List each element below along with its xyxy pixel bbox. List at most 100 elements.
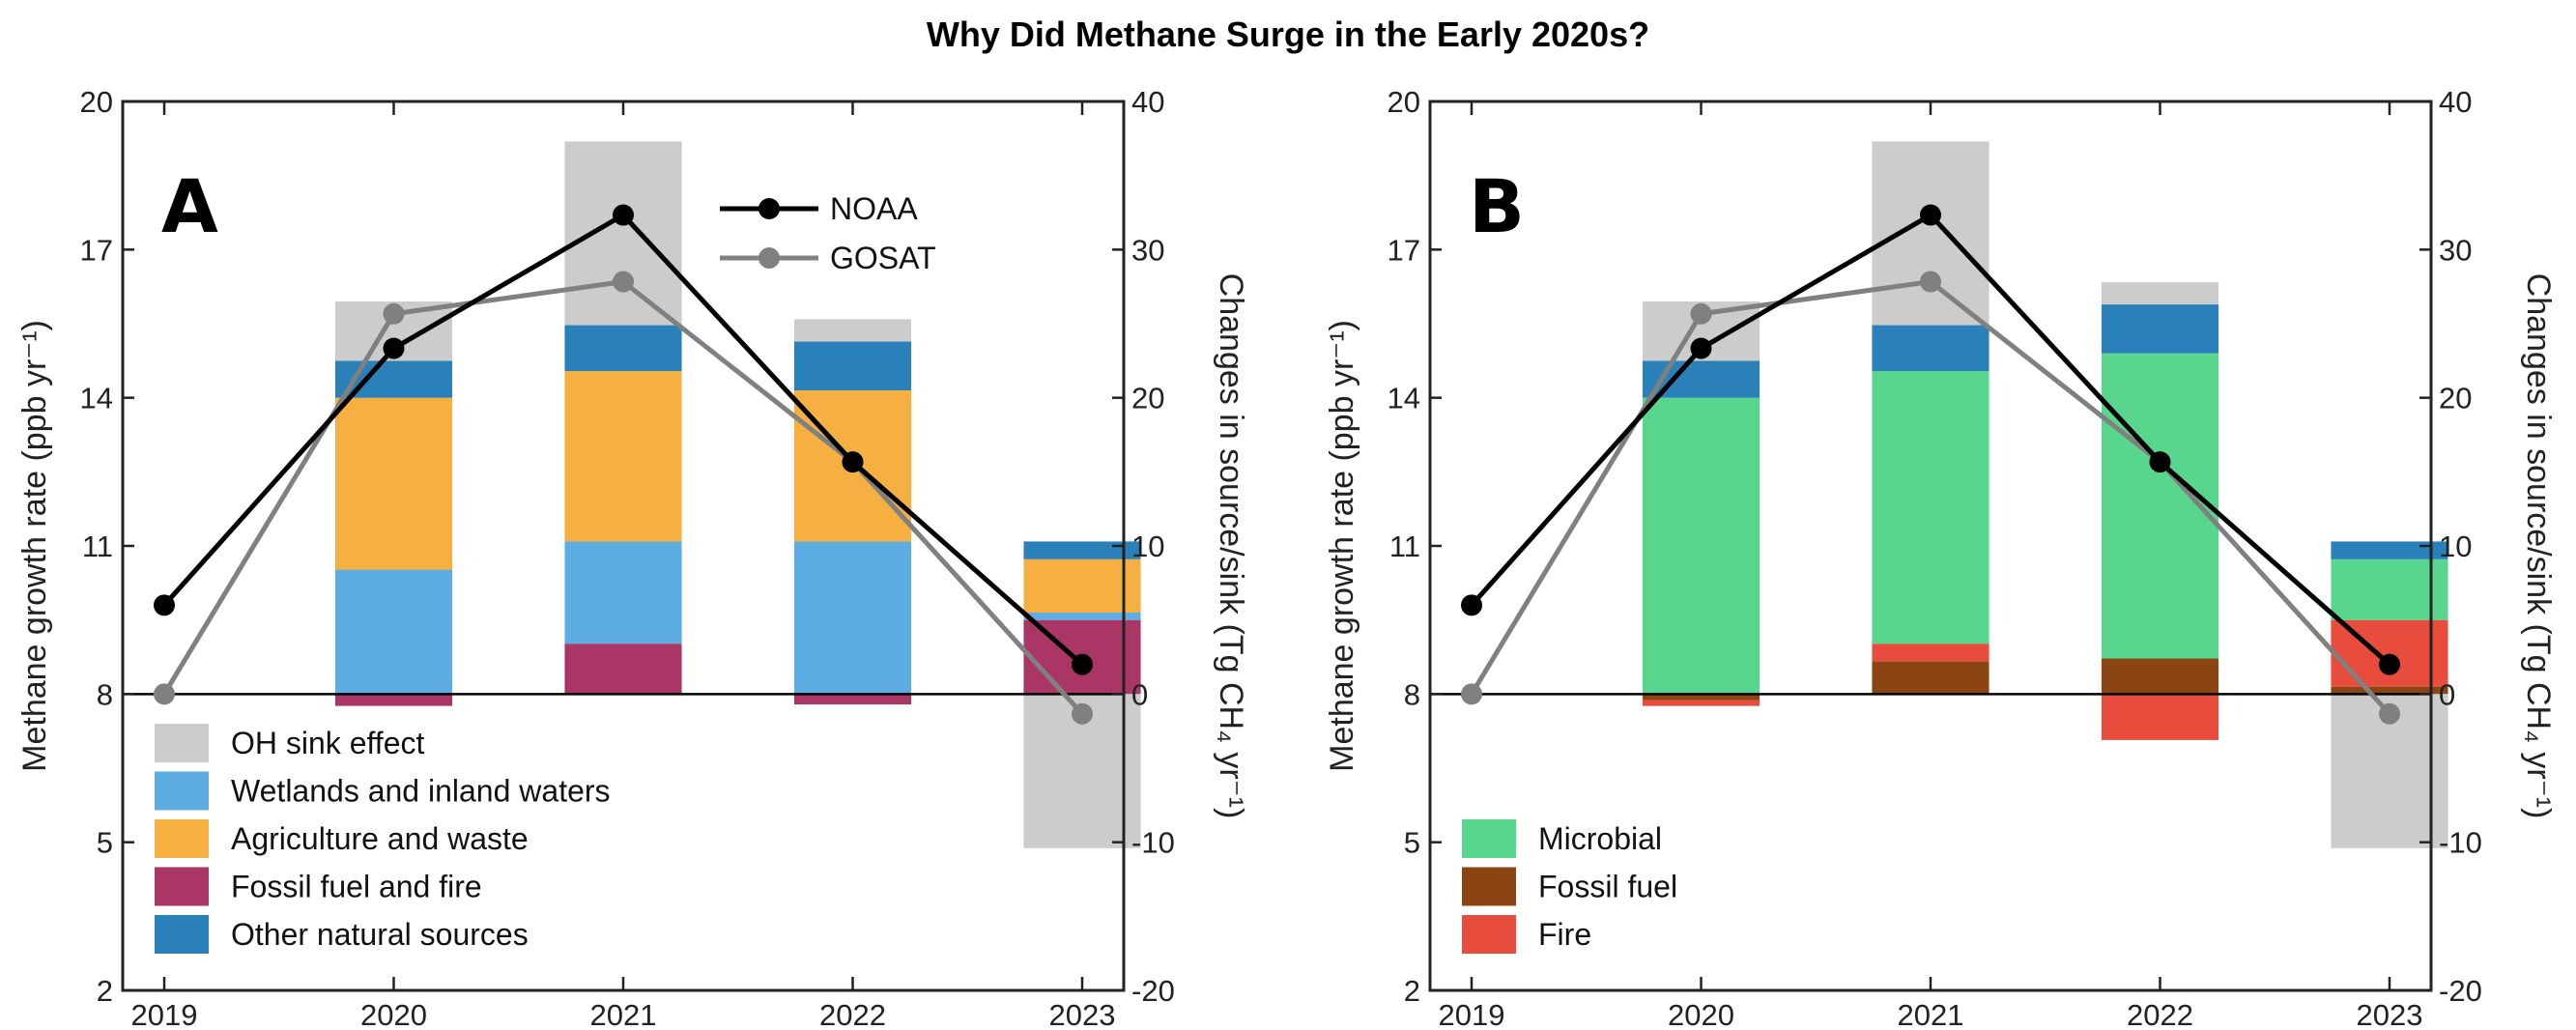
legend-label-other-natural-sources: Other natural sources [231, 917, 529, 952]
point-noaa-2021 [1920, 204, 1941, 226]
y-left-tick-label: 11 [1389, 529, 1420, 563]
y-right-tick-label: -10 [1131, 826, 1175, 860]
x-tick-label: 2019 [131, 998, 198, 1030]
point-gosat-2019 [154, 683, 175, 705]
legend-label-wetlands-and-inland-waters: Wetlands and inland waters [231, 774, 611, 809]
bar-wetlands-and-inland-waters-2022 [793, 541, 912, 695]
y-left-tick-label: 20 [80, 85, 113, 119]
legend-label-fossil-fuel: Fossil fuel [1538, 870, 1677, 904]
x-tick-label: 2022 [2127, 998, 2193, 1030]
y-right-tick-label: 40 [2439, 85, 2472, 119]
x-tick-label: 2023 [2357, 998, 2423, 1030]
x-tick-label: 2022 [819, 998, 886, 1030]
bar-agriculture-and-waste-2020 [334, 397, 453, 570]
bar-other-natural-sources-2023 [1023, 541, 1141, 559]
legend-label-fire: Fire [1538, 917, 1591, 952]
y-left-tick-label: 5 [97, 826, 113, 860]
bar-other-2021 [1872, 325, 1989, 372]
y-right-tick-label: 10 [1131, 529, 1164, 563]
y-left-tick-label: 8 [97, 677, 113, 711]
y-left-tick-label: 8 [1404, 677, 1420, 711]
y-left-tick-label: 14 [1388, 382, 1420, 415]
y-right-tick-label: 20 [2439, 382, 2472, 415]
x-tick-label: 2019 [1439, 998, 1505, 1030]
point-noaa-2020 [383, 337, 405, 359]
legend-label-gosat: GOSAT [830, 241, 936, 275]
panel-label: B [1469, 163, 1525, 249]
y-right-tick-label: 40 [1131, 85, 1164, 119]
y-left-tick-label: 17 [1388, 233, 1420, 267]
panel-a: 2019 2020 2021 2022 2023 2 5 8 11 14 17 20 -20 -10 0 10… [16, 85, 1249, 1030]
y-right-tick-label: -20 [2439, 974, 2482, 1008]
point-noaa-2019 [154, 594, 175, 616]
y-left-tick-label: 5 [1404, 826, 1420, 860]
bar-fossil-fuel-2022 [2101, 658, 2219, 695]
y-right-tick-label: 30 [2439, 233, 2472, 267]
y-right-tick-label: 10 [2439, 529, 2472, 563]
legend-marker-noaa [758, 198, 780, 219]
bar-agriculture-and-waste-2023 [1023, 558, 1141, 613]
x-tick-label: 2023 [1049, 998, 1116, 1030]
y-left-axis-label: Methane growth rate (ppb yr⁻¹) [16, 320, 53, 772]
bar-oh-sink-effect-2022 [793, 319, 912, 342]
y-left-axis-label: Methane growth rate (ppb yr⁻¹) [1324, 320, 1360, 772]
y-right-tick-label: -10 [2439, 826, 2482, 860]
legend-swatch-microbial [1462, 819, 1516, 858]
point-noaa-2023 [1072, 653, 1093, 675]
point-noaa-2023 [2379, 653, 2400, 675]
point-gosat-2021 [1920, 271, 1941, 293]
bar-oh-2022 [2101, 282, 2219, 305]
x-tick-label: 2020 [1668, 998, 1734, 1030]
y-right-tick-label: 0 [1131, 677, 1148, 711]
y-right-axis-label: Changes in source/sink (Tg CH₄ yr⁻¹) [2520, 273, 2557, 819]
bar-agriculture-and-waste-2021 [564, 371, 682, 542]
bar-wetlands-and-inland-waters-2023 [1023, 613, 1141, 620]
point-noaa-2019 [1461, 594, 1482, 616]
point-noaa-2021 [613, 204, 634, 226]
panel-label: A [161, 163, 218, 249]
bar-wetlands-and-inland-waters-2020 [334, 569, 453, 695]
legend-swatch-other-natural-sources [155, 915, 209, 954]
point-gosat-2023 [2379, 702, 2400, 725]
bar-oh-sink-effect-2021 [564, 141, 682, 326]
legend-label-oh-sink-effect: OH sink effect [231, 726, 424, 760]
y-left-tick-label: 14 [80, 382, 113, 415]
bar-other-natural-sources-2021 [564, 325, 682, 372]
legend-swatch-wetlands-and-inland-waters [155, 771, 209, 811]
bar-microbial-2021 [1872, 371, 1989, 644]
point-gosat-2019 [1461, 683, 1482, 705]
x-tick-label: 2021 [1898, 998, 1964, 1030]
y-left-tick-label: 2 [1404, 974, 1420, 1008]
legend-swatch-fossil-fuel [1462, 867, 1516, 906]
bar-fossil-fuel-and-fire-2020 [334, 694, 453, 706]
y-right-axis-label: Changes in source/sink (Tg CH₄ yr⁻¹) [1213, 273, 1249, 819]
point-gosat-2020 [1690, 302, 1712, 325]
y-left-tick-label: 20 [1388, 85, 1420, 119]
x-tick-label: 2020 [360, 998, 427, 1030]
bar-fire-2021 [1872, 644, 1989, 662]
y-left-tick-label: 2 [97, 974, 113, 1008]
bar-microbial-2023 [2331, 558, 2448, 620]
legend-label-microbial: Microbial [1538, 821, 1662, 856]
legend-swatch-oh-sink-effect [155, 724, 209, 762]
point-noaa-2022 [842, 451, 864, 473]
legend-label-agriculture-and-waste: Agriculture and waste [231, 821, 529, 856]
legend-swatch-fire [1462, 915, 1516, 954]
bar-fire-2022 [2101, 694, 2219, 740]
bar-fossil-fuel-2023 [2331, 686, 2448, 695]
point-noaa-2020 [1690, 337, 1712, 359]
point-gosat-2020 [383, 302, 405, 325]
y-right-tick-label: 0 [2439, 677, 2455, 711]
bar-fossil-fuel-2020 [1642, 694, 1760, 701]
bar-other-2022 [2101, 304, 2219, 354]
legend-label-noaa: NOAA [830, 191, 918, 226]
y-right-tick-label: 20 [1131, 382, 1164, 415]
point-gosat-2023 [1072, 702, 1093, 725]
legend-label-fossil-fuel-and-fire: Fossil fuel and fire [231, 870, 482, 904]
bar-fossil-fuel-and-fire-2022 [793, 694, 912, 705]
panel-b: 2019 2020 2021 2022 2023 2 5 8 11 14 17 20 -20 -10 0 10… [1324, 85, 2557, 1030]
point-gosat-2021 [613, 271, 634, 293]
y-left-tick-label: 11 [82, 529, 113, 563]
y-left-tick-label: 17 [80, 233, 113, 267]
